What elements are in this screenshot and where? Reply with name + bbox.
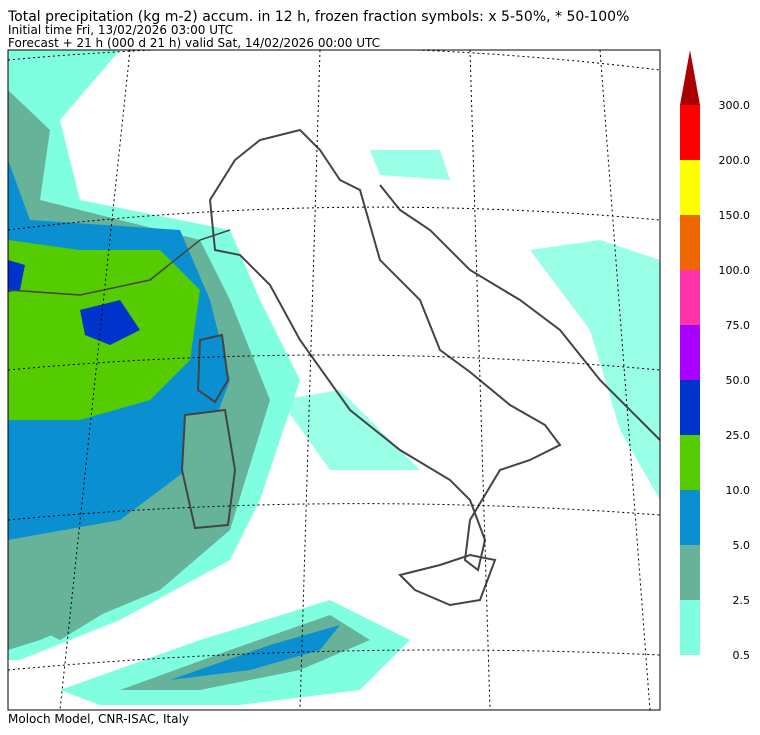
colorbar-segment xyxy=(680,325,700,380)
colorbar-label: 5.0 xyxy=(733,539,751,552)
colorbar-label: 200.0 xyxy=(719,154,751,167)
footer: Moloch Model, CNR-ISAC, Italy xyxy=(8,712,189,726)
border xyxy=(8,229,231,296)
colorbar-label: 300.0 xyxy=(719,99,751,112)
colorbar-label: 150.0 xyxy=(719,209,751,222)
colorbar: 0.5 2.5 5.0 10.0 25.0 50.0 75.0 100.0 150.0 200.0… xyxy=(680,50,750,662)
colorbar-segment xyxy=(680,215,700,270)
precip-area xyxy=(8,260,140,345)
coastline xyxy=(379,184,660,441)
coastline xyxy=(208,128,562,572)
colorbar-label: 2.5 xyxy=(733,594,751,607)
forecast: Forecast + 21 h (000 d 21 h) valid Sat, … xyxy=(8,36,380,50)
title: Total precipitation (kg m-2) accum. in 1… xyxy=(7,9,629,25)
precip-area xyxy=(120,615,370,690)
colorbar-label: 50.0 xyxy=(726,374,751,387)
colorbar-segment xyxy=(680,160,700,215)
colorbar-segment xyxy=(680,105,700,160)
map-frame xyxy=(7,49,661,711)
colorbar-label: 25.0 xyxy=(726,429,751,442)
colorbar-label: 75.0 xyxy=(726,319,751,332)
precip-area xyxy=(530,240,660,500)
coastline xyxy=(196,333,230,404)
colorbar-label: 100.0 xyxy=(719,264,751,277)
colorbar-segment xyxy=(680,490,700,545)
colorbar-segment xyxy=(680,435,700,490)
precip-area xyxy=(40,580,150,640)
colorbar-segment xyxy=(680,270,700,325)
colorbar-segment xyxy=(680,380,700,435)
precip-area xyxy=(170,625,340,680)
colorbar-label: 10.0 xyxy=(726,484,751,497)
colorbar-segment xyxy=(680,600,700,655)
coastline xyxy=(398,553,497,607)
graticule xyxy=(8,50,660,710)
colorbar-segment xyxy=(680,545,700,600)
coastline xyxy=(180,408,237,530)
colorbar-arrow xyxy=(680,50,700,105)
colorbar-label: 0.5 xyxy=(733,649,751,662)
map xyxy=(7,49,661,711)
initial-time: Initial time Fri, 13/02/2026 03:00 UTC xyxy=(8,23,233,37)
